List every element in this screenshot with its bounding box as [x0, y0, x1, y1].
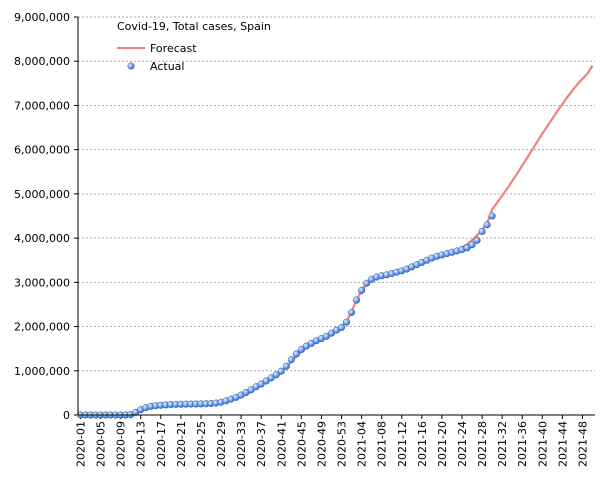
actual-point: [463, 244, 471, 252]
actual-point: [483, 221, 491, 229]
y-tick-label: 9,000,000: [14, 11, 70, 24]
x-tick-label: 2021-44: [556, 421, 569, 467]
x-tick-label: 2020-29: [215, 421, 228, 467]
legend-title: Covid-19, Total cases, Spain: [117, 20, 271, 33]
y-tick-label: 1,000,000: [14, 365, 70, 378]
x-tick-label: 2021-04: [356, 421, 369, 467]
x-tick-label: 2020-33: [235, 421, 248, 467]
x-tick-label: 2021-20: [436, 421, 449, 467]
x-tick-label: 2020-21: [175, 421, 188, 467]
actual-point: [297, 346, 305, 354]
actual-point: [488, 212, 496, 220]
actual-point: [267, 374, 275, 382]
x-tick-label: 2021-16: [416, 421, 429, 467]
x-tick-label: 2020-09: [115, 421, 128, 467]
x-tick-label: 2020-37: [255, 421, 268, 467]
actual-point: [473, 236, 481, 244]
x-tick-label: 2021-40: [536, 421, 549, 467]
actual-point: [282, 362, 290, 370]
actual-point: [327, 329, 335, 337]
actual-point: [292, 350, 300, 358]
actual-point: [262, 377, 270, 385]
actual-point: [348, 308, 356, 316]
x-tick-label: 2021-48: [576, 421, 589, 467]
plot-area: [77, 65, 594, 419]
actual-point: [322, 332, 330, 340]
actual-point: [343, 318, 351, 326]
y-tick-label: 2,000,000: [14, 321, 70, 334]
x-tick-label: 2020-53: [336, 421, 349, 467]
x-tick-label: 2021-08: [376, 421, 389, 467]
forecast-line: [80, 65, 594, 417]
legend-swatch: [127, 62, 135, 70]
actual-point: [257, 380, 265, 388]
x-tick-label: 2020-41: [275, 421, 288, 467]
actual-point: [468, 241, 476, 249]
x-tick-label: 2020-25: [195, 421, 208, 467]
x-tick-label: 2021-24: [456, 421, 469, 467]
x-tick-label: 2020-01: [75, 421, 88, 467]
y-tick-label: 0: [63, 409, 70, 422]
actual-point: [478, 227, 486, 235]
actual-point: [287, 356, 295, 364]
x-tick-label: 2021-28: [476, 421, 489, 467]
actual-point: [363, 279, 371, 287]
x-tick-label: 2021-32: [496, 421, 509, 467]
x-tick-label: 2021-12: [396, 421, 409, 467]
x-tick-label: 2020-05: [95, 421, 108, 467]
actual-point: [353, 296, 361, 304]
x-tick-label: 2020-49: [315, 421, 328, 467]
y-tick-label: 7,000,000: [14, 99, 70, 112]
y-tick-label: 3,000,000: [14, 276, 70, 289]
y-tick-label: 5,000,000: [14, 188, 70, 201]
x-tick-label: 2021-36: [516, 421, 529, 467]
x-tick-label: 2020-13: [135, 421, 148, 467]
y-tick-label: 4,000,000: [14, 232, 70, 245]
legend-label: Actual: [150, 60, 184, 73]
actual-point: [358, 286, 366, 294]
grid: [74, 16, 595, 419]
actual-point: [272, 371, 280, 379]
x-tick-label: 2020-17: [155, 421, 168, 467]
actual-point: [247, 386, 255, 394]
x-tick-label: 2020-45: [295, 421, 308, 467]
legend: Covid-19, Total cases, Spain Forecast Act…: [117, 20, 271, 73]
actual-point: [277, 367, 285, 375]
legend-label: Forecast: [150, 42, 197, 55]
y-tick-label: 8,000,000: [14, 55, 70, 68]
axis-labels: 0 1,000,000 2,000,000 3,000,000 4,000,000 5,0…: [14, 11, 589, 467]
y-tick-label: 6,000,000: [14, 144, 70, 157]
actual-point: [338, 323, 346, 331]
